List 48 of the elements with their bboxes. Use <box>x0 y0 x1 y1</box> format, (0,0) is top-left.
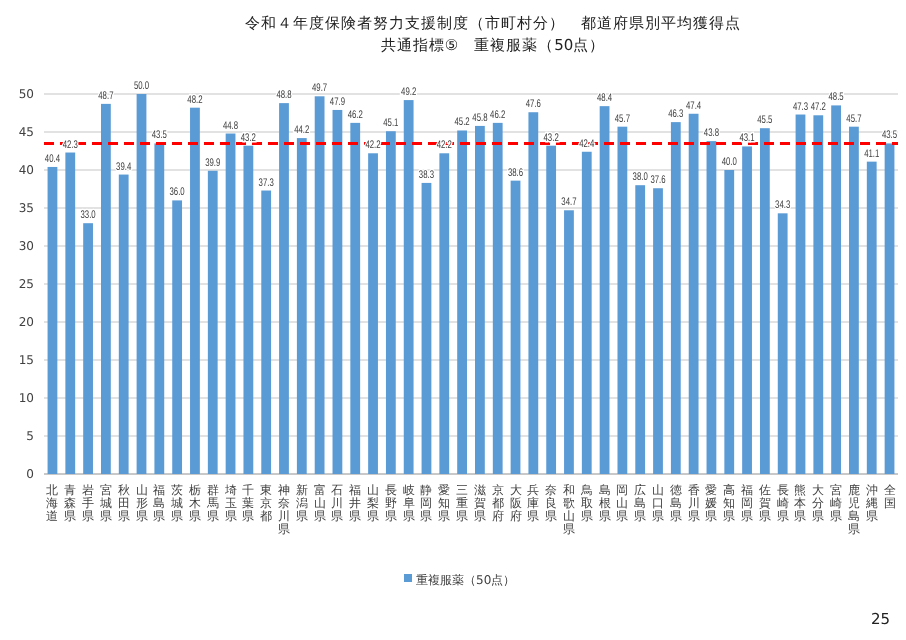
bar <box>724 170 735 474</box>
bar <box>47 166 58 474</box>
bar <box>207 170 218 474</box>
bar <box>100 103 111 474</box>
bar <box>314 96 325 474</box>
bar <box>510 180 521 474</box>
bar <box>118 174 129 474</box>
bar <box>296 138 307 474</box>
bar <box>172 200 183 474</box>
bar <box>528 112 539 474</box>
bar <box>742 146 752 474</box>
bar <box>759 128 770 474</box>
bar <box>866 161 877 474</box>
bar <box>635 185 646 474</box>
bar <box>599 106 610 474</box>
bar <box>154 143 165 474</box>
bar <box>403 100 414 474</box>
bar <box>884 143 895 474</box>
bar <box>65 152 76 474</box>
bar <box>421 182 432 474</box>
bar <box>670 122 681 474</box>
bar <box>813 115 824 474</box>
bar <box>706 141 717 474</box>
bar <box>457 130 467 474</box>
bar <box>653 188 663 474</box>
bar <box>688 113 699 474</box>
bar <box>546 145 557 474</box>
bar <box>564 210 574 474</box>
bar <box>332 109 343 474</box>
bar <box>368 153 378 474</box>
bar <box>279 103 289 474</box>
bar <box>261 190 272 474</box>
bar <box>795 114 806 474</box>
bar <box>439 153 450 474</box>
bar <box>350 122 361 474</box>
bar <box>777 213 788 474</box>
bar <box>849 126 859 474</box>
bar <box>831 105 842 474</box>
bar <box>190 107 200 474</box>
bar <box>225 133 236 474</box>
bar <box>475 125 485 474</box>
bar <box>581 151 592 474</box>
bar <box>136 94 147 474</box>
bar <box>243 145 254 474</box>
bar <box>617 126 628 474</box>
bar <box>385 131 396 474</box>
bar <box>492 122 503 474</box>
bar <box>83 223 93 474</box>
